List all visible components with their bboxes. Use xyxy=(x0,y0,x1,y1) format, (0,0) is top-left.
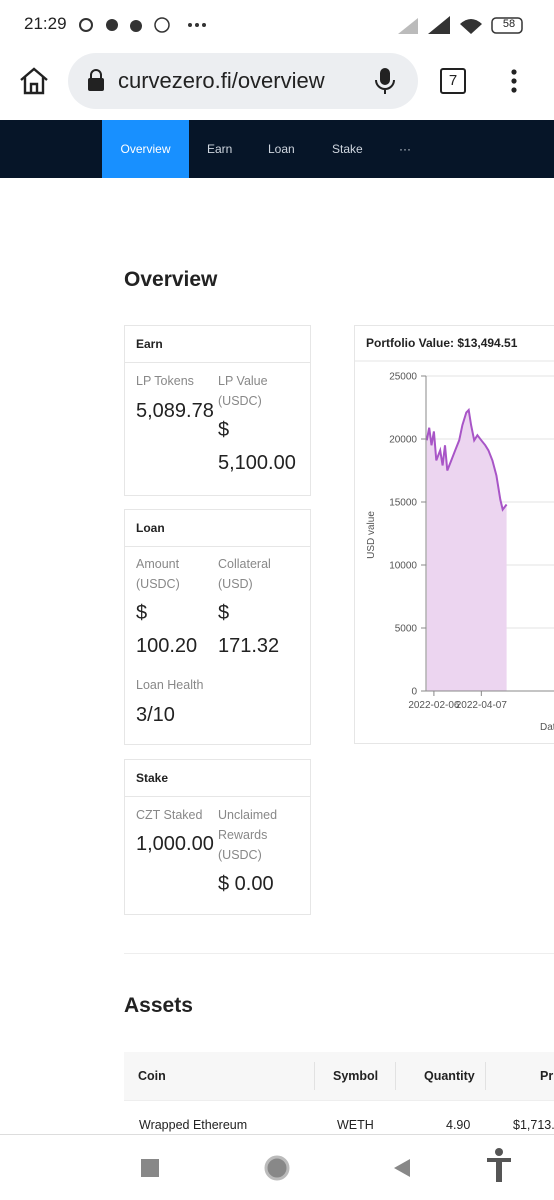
column-header: Coin xyxy=(138,1069,166,1083)
nav-item[interactable]: ··· xyxy=(399,142,411,156)
value: $ 5,100.00 xyxy=(218,419,296,474)
value: $ 171.32 xyxy=(218,602,280,657)
y-tick-label: 25000 xyxy=(389,372,417,383)
value: $ 100.20 xyxy=(136,602,198,657)
label: LP Tokens xyxy=(136,374,194,388)
chart-card: Portfolio Value: $13,494.51 Date USD val… xyxy=(354,325,554,744)
cell: $1,713. xyxy=(513,1118,554,1132)
mic-icon[interactable] xyxy=(374,66,396,96)
col-sep xyxy=(485,1062,486,1090)
divider xyxy=(124,953,554,954)
site-nav: Overview Earn Loan Stake ··· xyxy=(0,120,554,178)
x-tick-label: 2022-04-07 xyxy=(456,700,508,711)
earn-card: Earn LP Tokens 5,089.78 LP Value (USDC) … xyxy=(124,325,311,496)
status-icons xyxy=(79,17,206,33)
x-tick-label: 2022-02-06 xyxy=(408,700,460,711)
lock-icon xyxy=(88,69,104,91)
back-button[interactable] xyxy=(394,1159,410,1177)
table-header xyxy=(124,1052,554,1101)
value: 1,000.00 xyxy=(136,833,214,855)
label: LP Value (USDC) xyxy=(218,374,268,408)
y-tick-label: 20000 xyxy=(389,435,417,446)
nav-buttons xyxy=(141,1148,511,1182)
chart: Portfolio Value: $13,494.51 Date USD val… xyxy=(355,336,554,733)
clock: 21:29 xyxy=(24,14,67,33)
line xyxy=(425,407,508,512)
section-title: Overview xyxy=(124,268,218,291)
tab-count[interactable]: 7 xyxy=(440,68,466,94)
y-tick-label: 5000 xyxy=(395,624,418,635)
y-axis-label: USD value xyxy=(366,511,377,559)
system-nav xyxy=(0,1134,554,1200)
column-header: Price xyxy=(540,1069,554,1083)
area xyxy=(426,410,507,691)
nav-item[interactable]: Overview xyxy=(102,120,189,178)
stake-card: Stake CZT Staked 1,000.00 Unclaimed Rewa… xyxy=(124,759,311,915)
home-button[interactable] xyxy=(18,66,50,96)
label: Unclaimed Rewards (USDC) xyxy=(218,808,278,862)
label: Collateral (USD) xyxy=(218,557,271,591)
nav-item[interactable]: Earn xyxy=(207,142,233,156)
home-nav-button[interactable] xyxy=(264,1155,290,1181)
value: $ 0.00 xyxy=(218,873,274,895)
url-bar[interactable] xyxy=(68,53,418,109)
chart-title: Portfolio Value: $13,494.51 xyxy=(366,336,518,350)
card-title: Earn xyxy=(125,326,310,363)
column-header: Symbol xyxy=(333,1069,379,1083)
col-sep xyxy=(395,1062,396,1090)
card-title: Loan xyxy=(125,510,310,547)
y-tick-label: 15000 xyxy=(389,498,417,509)
label: Amount (USDC) xyxy=(136,557,180,591)
card-title: Stake xyxy=(125,760,310,797)
nav-item[interactable]: Stake xyxy=(332,142,363,156)
value: 5,089.78 xyxy=(136,400,214,422)
cell: 4.90 xyxy=(446,1118,471,1132)
x-axis-label: Date xyxy=(540,722,554,733)
value: 3/10 xyxy=(136,704,175,726)
label: CZT Staked xyxy=(136,808,203,822)
y-tick-label: 0 xyxy=(411,687,417,698)
cell: Wrapped Ethereum xyxy=(139,1118,248,1132)
menu-button[interactable] xyxy=(508,68,520,94)
battery: 58 xyxy=(502,18,516,30)
nav-item[interactable]: Loan xyxy=(268,142,295,156)
loan-card: Loan Amount (USDC) $ 100.20 Collateral (… xyxy=(124,509,311,745)
url[interactable]: curvezero.fi/overview xyxy=(118,68,325,93)
label: Loan Health xyxy=(136,678,204,692)
signal-icons xyxy=(398,16,523,34)
section-title: Assets xyxy=(124,994,193,1017)
recents-button[interactable] xyxy=(141,1159,159,1177)
cell: WETH xyxy=(337,1118,374,1132)
col-sep xyxy=(314,1062,315,1090)
y-tick-label: 10000 xyxy=(389,561,417,572)
accessibility-button[interactable] xyxy=(487,1148,511,1182)
column-header: Quantity xyxy=(424,1069,475,1083)
